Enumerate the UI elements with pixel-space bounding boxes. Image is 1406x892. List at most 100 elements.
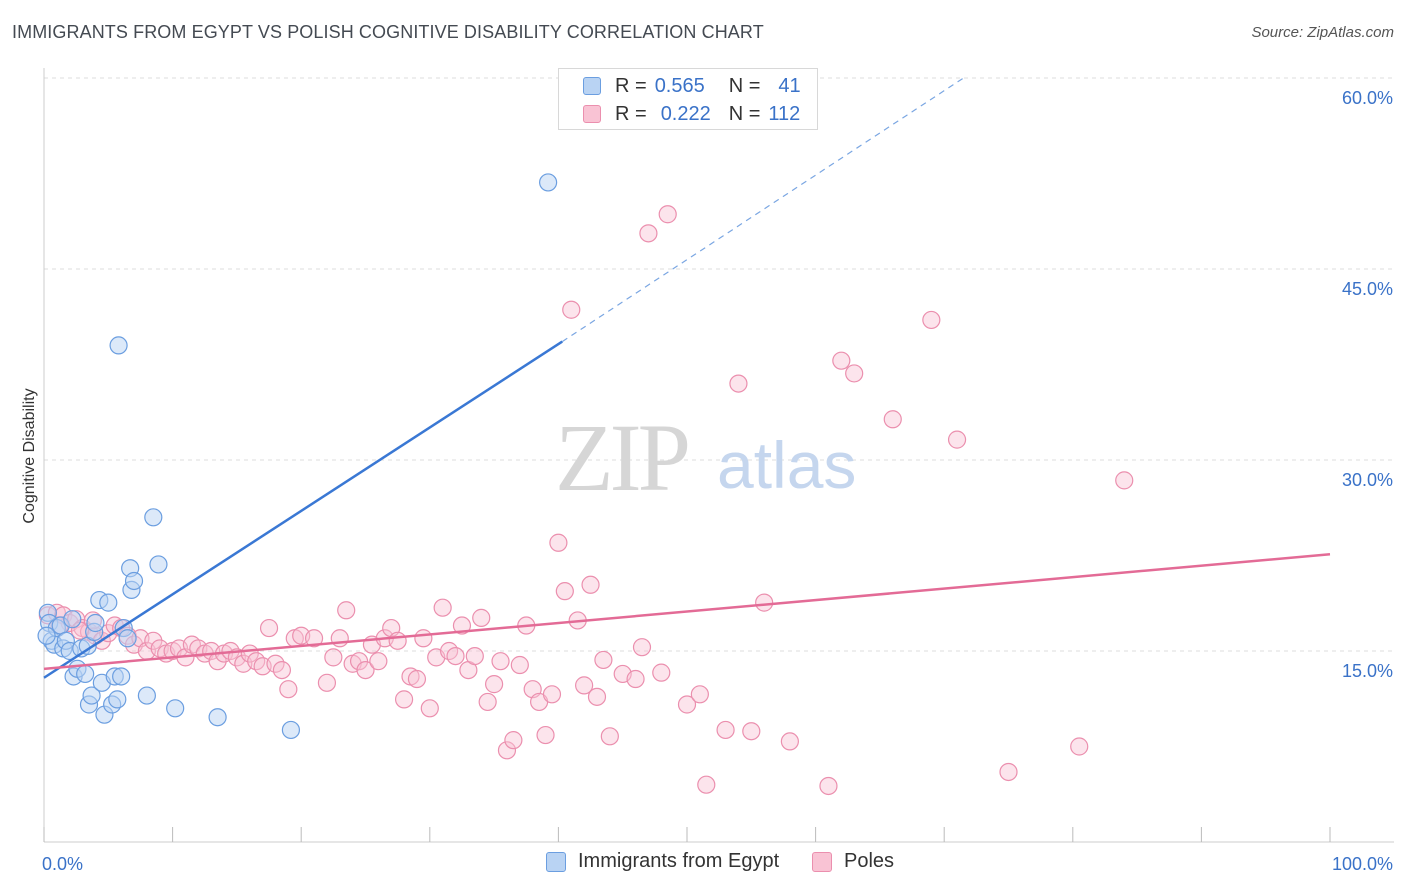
egypt-point	[144, 508, 163, 527]
poles-point	[600, 727, 619, 746]
egypt-point	[109, 336, 128, 355]
poles-point	[555, 582, 574, 601]
poles-point	[317, 673, 337, 692]
legend-r-label: R =	[615, 102, 647, 125]
poles-point	[922, 310, 941, 330]
poles-point	[832, 351, 851, 370]
poles-trend-line	[43, 552, 1331, 671]
egypt-point	[112, 667, 131, 686]
egypt-point	[281, 720, 301, 740]
egypt-trend-extension	[561, 77, 964, 343]
egypt-point	[539, 173, 558, 192]
axes	[43, 68, 1394, 843]
bottom-legend-poles: Poles	[812, 850, 894, 873]
egypt-point	[108, 690, 127, 709]
poles-point	[407, 669, 427, 689]
egypt-point	[124, 571, 144, 591]
x-tick-label-min: 0.0%	[42, 854, 83, 874]
egypt-points	[37, 173, 558, 740]
legend-n-label: N =	[728, 102, 761, 125]
poles-point	[279, 680, 298, 699]
source-label: Source: ZipAtlas.com	[1251, 24, 1394, 41]
poles-point	[690, 685, 709, 704]
legend-n-value-egypt: 41	[778, 74, 801, 97]
legend-r-value-poles: 0.222	[660, 102, 711, 125]
poles-point	[999, 762, 1018, 782]
poles-point	[420, 699, 439, 718]
poles-point	[324, 648, 343, 667]
poles-point	[536, 725, 555, 745]
poles-point	[259, 618, 279, 638]
tick-labels: 15.0% 30.0% 45.0% 60.0% 0.0% 100.0%	[42, 88, 1393, 874]
y-tick-label: 60.0%	[1342, 88, 1393, 108]
legend-n-value-poles: 112	[768, 102, 801, 125]
poles-point	[388, 631, 407, 650]
trend-lines	[43, 77, 1331, 679]
poles-point	[337, 601, 356, 620]
poles-point	[594, 650, 613, 670]
legend-swatch-egypt	[583, 77, 601, 95]
poles-point	[845, 364, 864, 383]
egypt-point	[76, 664, 95, 684]
egypt-trend-line	[43, 340, 563, 679]
legend-row-poles: R = 0.222 N = 112	[583, 101, 800, 127]
poles-point	[144, 631, 163, 650]
poles-point	[414, 629, 433, 648]
poles-point	[394, 690, 414, 709]
poles-point	[542, 685, 562, 704]
chart-title: IMMIGRANTS FROM EGYPT VS POLISH COGNITIV…	[12, 22, 764, 42]
poles-point	[272, 660, 292, 680]
egypt-point	[82, 686, 101, 705]
poles-point	[639, 224, 658, 243]
poles-point	[742, 722, 761, 741]
poles-point	[716, 720, 735, 740]
poles-point	[780, 732, 799, 751]
poles-point	[883, 410, 902, 429]
bottom-swatch-egypt	[546, 851, 566, 872]
legend-n-label: N =	[728, 74, 761, 97]
poles-point	[632, 638, 652, 657]
watermark-atlas: atlas	[717, 428, 856, 502]
poles-point	[755, 593, 774, 612]
poles-point	[697, 775, 716, 794]
gridlines	[44, 77, 1394, 652]
poles-point	[452, 616, 472, 635]
stats-legend: R = 0.565 N = 41 R = 0.222 N = 112	[558, 68, 818, 130]
egypt-point	[63, 610, 82, 629]
bottom-legend-egypt: Immigrants from Egypt	[546, 850, 779, 873]
bottom-legend-label-egypt: Immigrants from Egypt	[578, 850, 780, 872]
poles-point	[652, 663, 671, 682]
poles-point	[575, 676, 594, 695]
y-axis-label: Cognitive Disability	[21, 388, 38, 523]
poles-point	[446, 646, 465, 666]
poles-point	[356, 660, 375, 680]
x-tick-label-max: 100.0%	[1332, 854, 1393, 874]
poles-point	[549, 533, 568, 552]
egypt-point	[137, 686, 156, 705]
poles-point	[947, 430, 967, 449]
y-tick-label: 15.0%	[1342, 661, 1393, 681]
poles-point	[491, 652, 510, 671]
poles-point	[677, 695, 697, 714]
poles-point	[497, 741, 517, 760]
poles-point	[465, 646, 484, 666]
y-tick-label: 30.0%	[1342, 470, 1393, 490]
poles-point	[587, 687, 607, 706]
poles-point	[1115, 471, 1134, 490]
watermark: ZIP atlas	[555, 404, 856, 511]
poles-point	[658, 205, 677, 224]
legend-row-egypt: R = 0.565 N = 41	[583, 73, 801, 99]
poles-point	[562, 300, 581, 319]
poles-point	[1070, 737, 1089, 756]
poles-point	[581, 575, 600, 594]
y-tick-label: 45.0%	[1342, 279, 1393, 299]
legend-r-label: R =	[615, 74, 647, 97]
poles-point	[819, 776, 838, 796]
egypt-point	[118, 629, 137, 648]
poles-point	[433, 598, 452, 617]
egypt-point	[166, 699, 185, 718]
poles-point	[485, 675, 504, 694]
poles-point	[504, 731, 523, 750]
legend-r-value-egypt: 0.565	[654, 74, 705, 97]
